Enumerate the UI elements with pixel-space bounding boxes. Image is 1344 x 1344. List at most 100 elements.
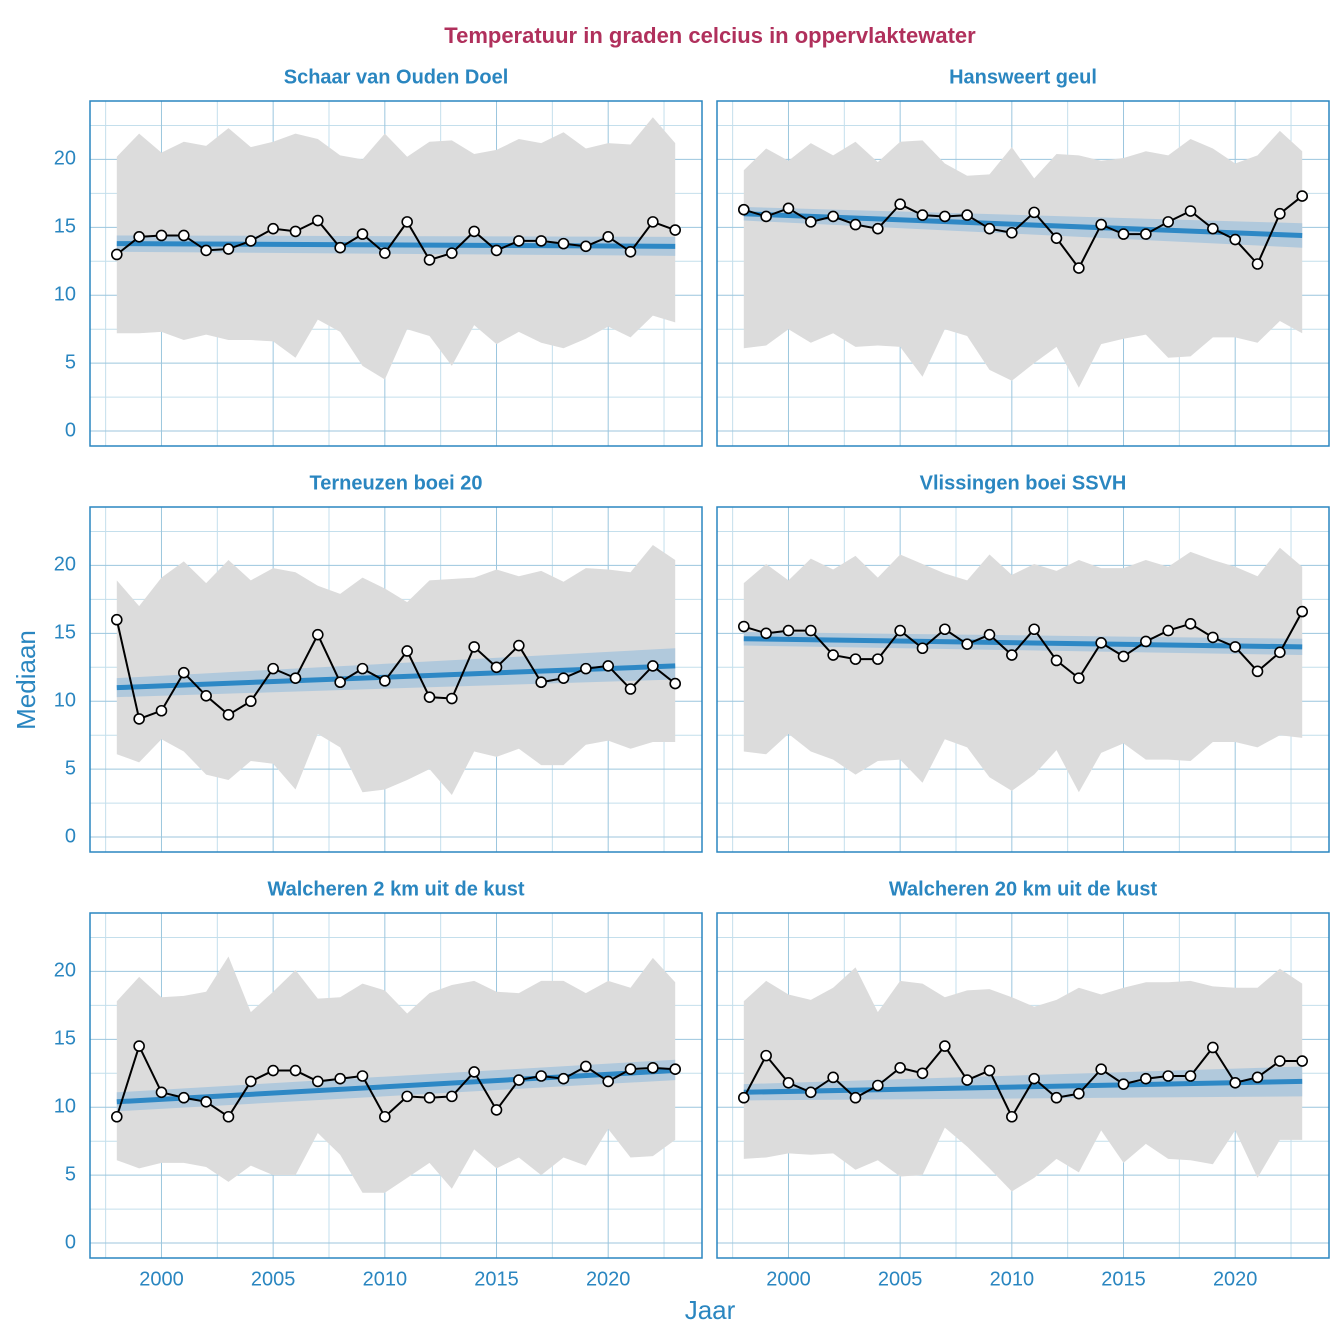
data-point	[155, 704, 168, 717]
data-point	[961, 638, 973, 650]
y-tick-label: 15	[54, 216, 76, 238]
y-tick-label: 15	[54, 1028, 76, 1050]
data-point	[1050, 232, 1063, 244]
data-point	[916, 642, 929, 655]
data-point	[961, 1074, 973, 1086]
data-point	[1006, 226, 1018, 239]
data-point	[602, 231, 614, 243]
data-point	[1117, 650, 1130, 663]
data-point	[805, 624, 817, 637]
y-tick-label: 20	[54, 148, 76, 170]
data-point	[490, 661, 503, 674]
data-point	[602, 1075, 614, 1088]
data-point	[1184, 1070, 1197, 1082]
data-point	[446, 692, 458, 705]
data-point	[1073, 672, 1085, 684]
data-point	[222, 1110, 235, 1123]
data-point	[423, 691, 436, 703]
data-point	[401, 645, 413, 657]
y-tick-label: 0	[65, 419, 76, 441]
data-point	[133, 231, 145, 243]
data-point	[222, 709, 235, 721]
data-point	[1006, 649, 1018, 661]
y-tick-label: 20	[54, 554, 76, 576]
data-point	[423, 1091, 436, 1104]
data-point	[557, 237, 570, 250]
data-point	[760, 1049, 772, 1062]
data-point	[401, 1090, 413, 1103]
data-point	[805, 216, 817, 228]
y-tick-label: 15	[54, 622, 76, 644]
data-point	[1207, 222, 1219, 235]
data-point	[580, 662, 592, 675]
data-point	[1251, 258, 1264, 270]
data-point	[782, 1076, 795, 1089]
y-tick-label: 5	[65, 757, 76, 779]
panel-border	[89, 912, 703, 1259]
data-point	[1050, 1091, 1063, 1104]
data-point	[379, 1110, 391, 1123]
data-point	[312, 1075, 324, 1088]
data-point	[961, 209, 973, 221]
data-point	[334, 1072, 346, 1085]
y-tick-label: 5	[65, 351, 76, 373]
data-point	[535, 1070, 547, 1082]
data-point	[289, 1064, 302, 1077]
data-point	[738, 620, 750, 633]
y-tick-label: 5	[65, 1163, 76, 1185]
data-point	[1028, 623, 1040, 636]
data-point	[669, 677, 681, 690]
data-point	[1229, 1076, 1241, 1089]
data-point	[155, 1086, 168, 1099]
data-point	[200, 689, 212, 702]
data-point	[557, 1072, 570, 1085]
data-point	[222, 243, 235, 255]
x-tick-label: 2020	[586, 1268, 631, 1290]
data-point	[1274, 646, 1286, 659]
data-point	[178, 229, 190, 242]
x-tick-label: 2010	[363, 1268, 408, 1290]
data-point	[849, 653, 862, 665]
x-tick-label: 2020	[1213, 1268, 1258, 1290]
data-point	[133, 1040, 145, 1052]
data-point	[983, 1064, 996, 1077]
data-point	[1207, 1041, 1219, 1054]
data-point	[1117, 1078, 1130, 1090]
y-tick-label: 0	[65, 825, 76, 847]
panel-title: Walcheren 20 km uit de kust	[889, 878, 1158, 900]
data-point	[1207, 631, 1219, 644]
data-point	[894, 198, 906, 211]
panel-border	[716, 506, 1330, 853]
data-point	[490, 244, 503, 257]
data-point	[580, 240, 592, 253]
panel-title: Vlissingen boei SSVH	[920, 472, 1127, 494]
data-point	[379, 675, 391, 687]
data-point	[490, 1104, 503, 1116]
data-point	[245, 235, 257, 247]
data-point	[669, 1063, 681, 1076]
data-point	[446, 247, 458, 259]
data-point	[782, 624, 795, 637]
y-tick-label: 10	[54, 1096, 76, 1118]
data-point	[289, 225, 302, 238]
data-point	[827, 1071, 839, 1084]
panel-title: Terneuzen boei 20	[309, 472, 482, 494]
data-point	[1028, 206, 1040, 219]
panel-title: Walcheren 2 km uit de kust	[267, 878, 524, 900]
x-tick-label: 2015	[1101, 1268, 1146, 1290]
data-point	[738, 1091, 750, 1104]
data-point	[782, 202, 795, 215]
trend-line	[116, 1068, 676, 1105]
data-point	[446, 1090, 458, 1103]
data-point	[602, 660, 614, 672]
data-point	[1184, 618, 1197, 630]
data-point	[1095, 218, 1107, 231]
data-point	[1073, 262, 1085, 274]
data-point	[1095, 1063, 1107, 1076]
panel-border	[716, 100, 1330, 447]
data-point	[535, 676, 547, 689]
data-point	[1006, 1110, 1018, 1123]
data-point	[647, 660, 659, 672]
